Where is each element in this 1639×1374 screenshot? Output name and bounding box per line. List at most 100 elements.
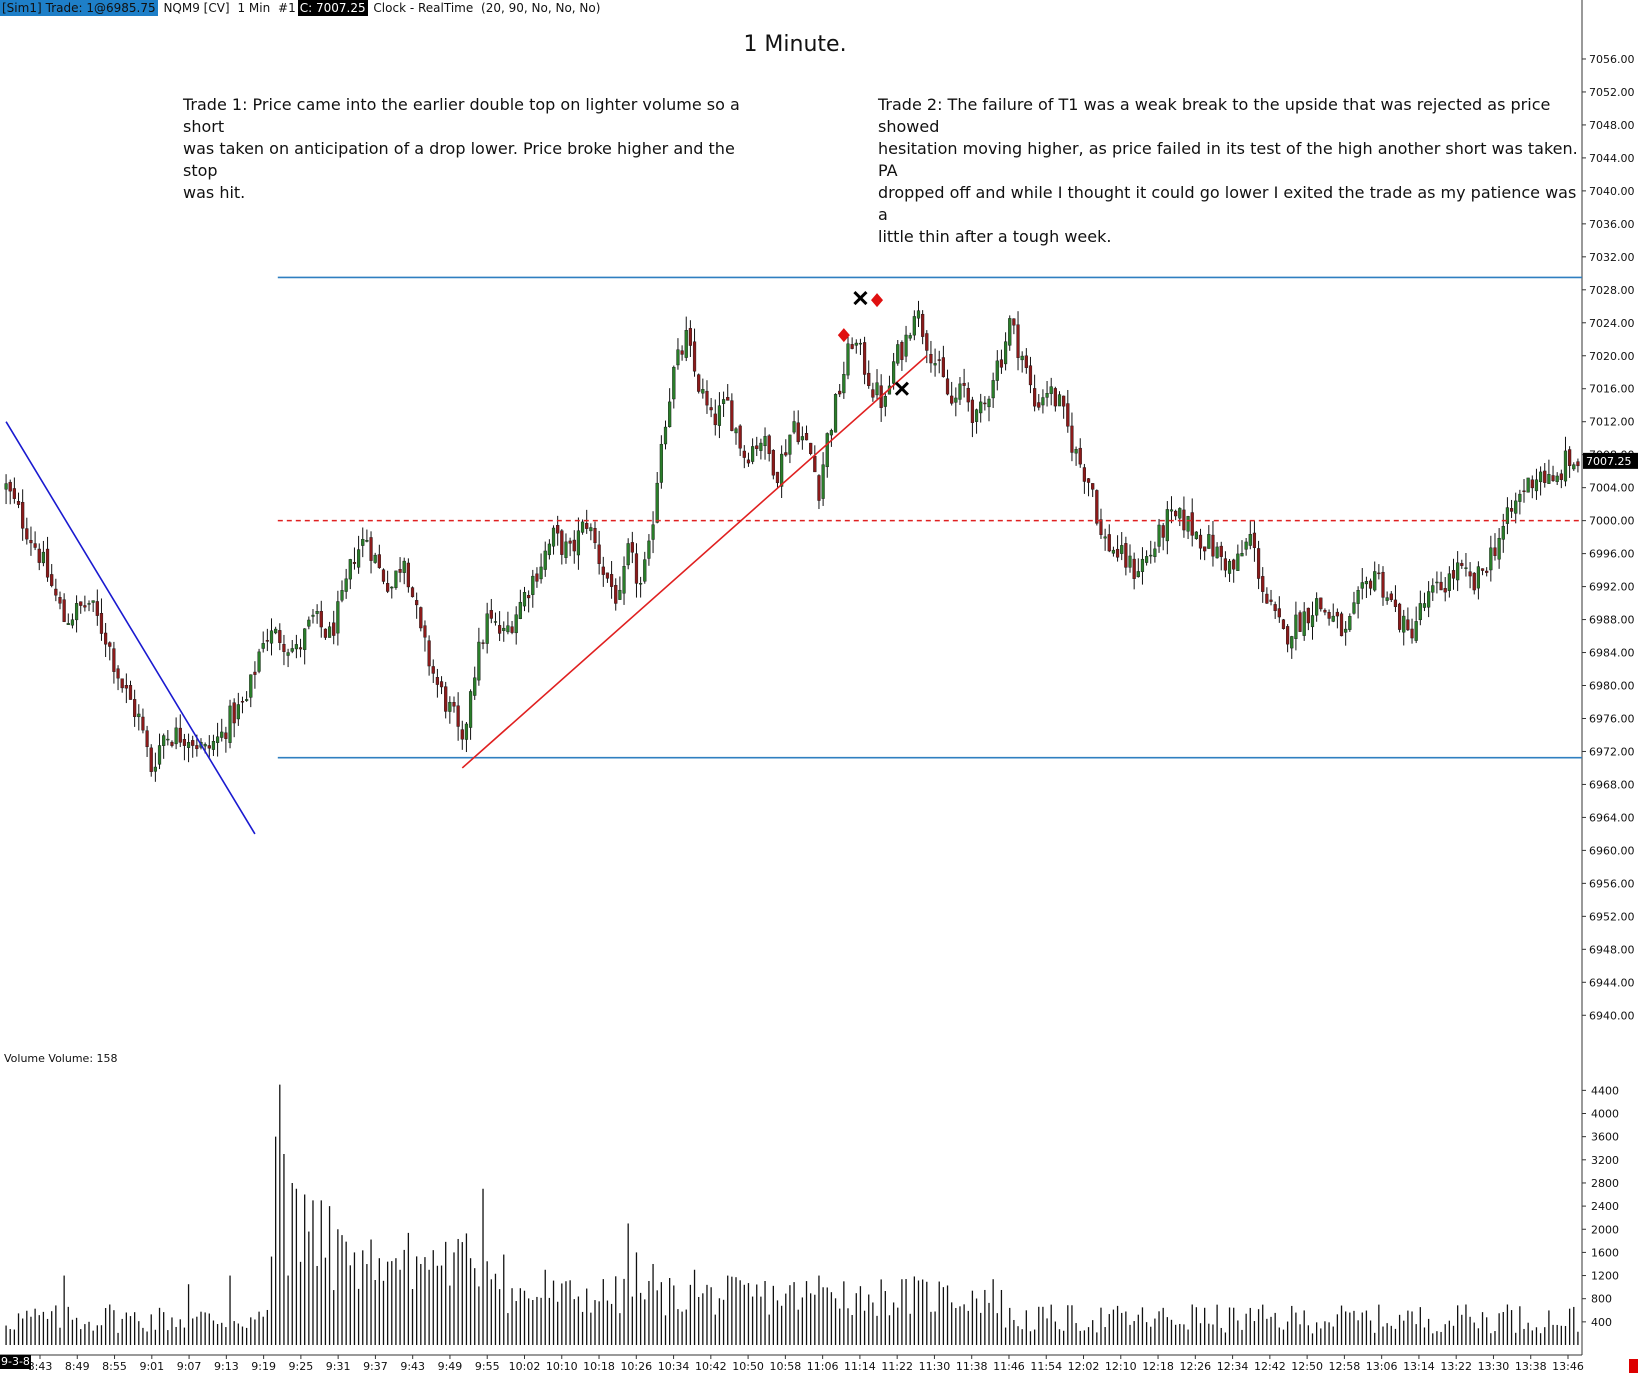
- candle: [41, 551, 45, 564]
- candle: [477, 641, 481, 681]
- candle: [1439, 581, 1443, 591]
- candle: [1480, 568, 1485, 571]
- candle: [605, 572, 610, 579]
- candle: [468, 691, 473, 728]
- price-tick-label: 7028.00: [1589, 284, 1635, 297]
- candle: [174, 727, 178, 745]
- candle: [999, 359, 1004, 368]
- chart-title: 1 Minute.: [743, 32, 847, 57]
- candle: [290, 648, 294, 652]
- price-tick-label: 6996.00: [1589, 548, 1635, 561]
- candle: [58, 597, 62, 604]
- candle: [1091, 483, 1095, 490]
- chart-header: [Sim1] Trade: 1@6985.75 NQM9 [CV] 1 Min #…: [0, 0, 602, 16]
- candle: [1273, 604, 1277, 611]
- candle: [1016, 324, 1020, 358]
- price-tick-label: 6940.00: [1589, 1009, 1635, 1022]
- candle: [473, 677, 477, 696]
- time-tick-label: 9:37: [363, 1360, 388, 1373]
- candle: [1165, 509, 1169, 542]
- candle: [1464, 567, 1468, 569]
- candle: [792, 421, 796, 433]
- candle: [813, 455, 817, 473]
- candle: [1070, 425, 1074, 453]
- clock-params-label: (20, 90, No, No, No): [481, 1, 601, 15]
- scroll-marker[interactable]: [1629, 1359, 1638, 1373]
- price-tick-label: 6944.00: [1589, 976, 1635, 989]
- instrument-label[interactable]: NQM9 [CV]: [163, 1, 230, 15]
- candle: [257, 651, 261, 672]
- candle: [327, 626, 332, 638]
- candle: [481, 642, 485, 644]
- candle: [995, 360, 999, 381]
- candle: [265, 640, 269, 642]
- trade-label[interactable]: Trade: 1@6985.75: [43, 0, 158, 16]
- candle: [1024, 355, 1028, 368]
- price-tick-label: 6956.00: [1589, 877, 1635, 890]
- candle: [1335, 611, 1339, 617]
- candle: [261, 643, 265, 649]
- candle: [1476, 566, 1480, 589]
- candle: [763, 436, 767, 447]
- candle: [717, 405, 722, 426]
- candle: [485, 613, 489, 644]
- interval-label[interactable]: 1 Min: [237, 1, 271, 15]
- candle: [1344, 628, 1348, 633]
- candle: [1310, 615, 1315, 628]
- clock-indicator-label[interactable]: Clock - RealTime: [373, 1, 474, 15]
- time-tick-label: 13:30: [1478, 1360, 1510, 1373]
- candle: [406, 562, 410, 588]
- candle: [419, 607, 423, 629]
- candle: [1223, 558, 1227, 571]
- candle: [1157, 524, 1161, 547]
- candle: [215, 736, 220, 743]
- candle: [1538, 471, 1543, 483]
- candle: [1082, 467, 1086, 482]
- candle: [87, 603, 91, 605]
- candle: [900, 341, 904, 360]
- time-tick-label: 8:43: [28, 1360, 53, 1373]
- candle: [614, 585, 618, 604]
- candle: [1327, 612, 1331, 619]
- price-tick-label: 7016.00: [1589, 383, 1635, 396]
- candle: [1493, 547, 1497, 556]
- candle: [311, 614, 315, 617]
- candle: [1339, 613, 1344, 637]
- time-tick-label: 12:18: [1142, 1360, 1174, 1373]
- candle: [50, 574, 54, 586]
- candle: [585, 522, 589, 529]
- candle: [240, 701, 245, 703]
- candle: [1219, 545, 1223, 557]
- candle: [1352, 602, 1356, 614]
- candle: [742, 450, 746, 458]
- candle: [979, 401, 983, 414]
- candle: [709, 407, 713, 411]
- candle: [220, 731, 224, 738]
- volume-tick-label: 1600: [1591, 1246, 1619, 1259]
- volume-tick-label: 2800: [1591, 1177, 1619, 1190]
- candle: [1431, 585, 1435, 593]
- account-label[interactable]: [Sim1]: [0, 0, 44, 16]
- candle: [228, 705, 232, 743]
- candle: [133, 699, 137, 717]
- candle: [1261, 576, 1265, 592]
- candle: [1103, 536, 1107, 539]
- candle: [1298, 612, 1302, 632]
- candle: [1568, 449, 1572, 466]
- candle: [883, 396, 887, 407]
- candle: [510, 626, 514, 633]
- candle: [1393, 599, 1398, 607]
- time-tick-label: 13:46: [1552, 1360, 1584, 1373]
- candle: [1414, 621, 1418, 641]
- volume-tick-label: 2000: [1591, 1223, 1619, 1236]
- candle: [796, 422, 800, 443]
- volume-tick-label: 800: [1591, 1293, 1612, 1306]
- candle: [1468, 571, 1472, 577]
- candle: [862, 342, 867, 375]
- candle: [846, 343, 850, 376]
- candle: [1252, 532, 1257, 548]
- time-tick-label: 10:26: [620, 1360, 652, 1373]
- candle: [1236, 553, 1240, 571]
- candle: [970, 399, 975, 423]
